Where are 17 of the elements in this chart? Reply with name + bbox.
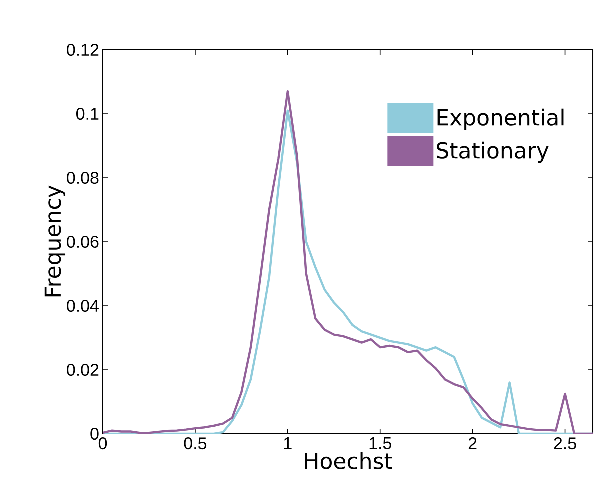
y-tick-label: 0.02 — [67, 364, 99, 376]
x-tick-label: 0.5 — [184, 438, 207, 450]
y-tick-label: 0.12 — [67, 44, 99, 56]
legend-label: Stationary — [437, 142, 549, 164]
legend-label: Exponential — [438, 108, 564, 130]
y-tick-label: 0.06 — [67, 236, 99, 248]
y-tick-label: 0 — [90, 428, 99, 440]
y-tick-label: 0.04 — [67, 300, 99, 312]
y-tick-label: 0.1 — [76, 108, 99, 120]
x-axis-title: Hoechst — [305, 452, 392, 470]
x-tick-label: 0 — [98, 438, 108, 450]
x-tick-label: 2.5 — [554, 438, 576, 450]
x-tick-label: 1.5 — [370, 438, 392, 450]
x-tick-label: 2 — [468, 438, 477, 450]
x-tick-label: 1 — [284, 438, 292, 450]
y-axis-title: Frequency — [44, 186, 66, 297]
y-tick-label: 0.08 — [67, 172, 99, 184]
